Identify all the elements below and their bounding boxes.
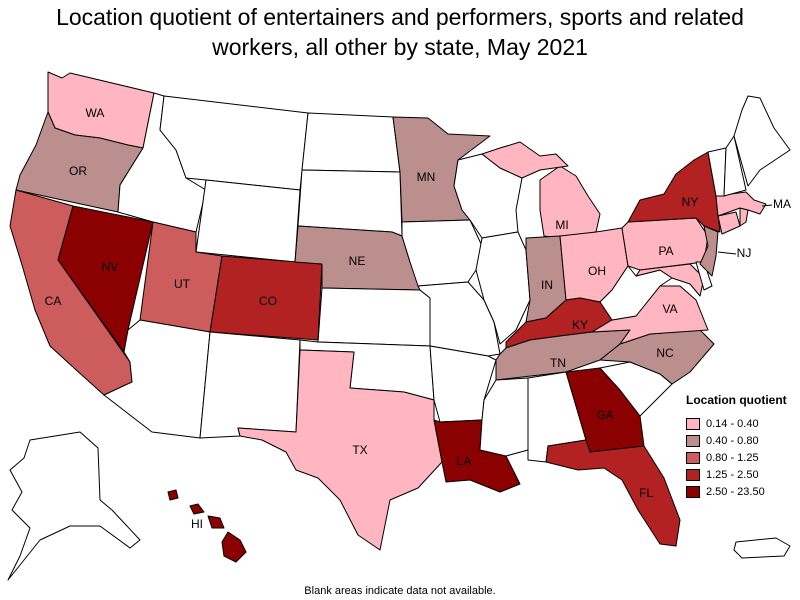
label-FL: FL <box>639 486 653 500</box>
label-KY: KY <box>572 318 588 332</box>
map-title-line-2: workers, all other by state, May 2021 <box>212 34 588 60</box>
legend: Location quotient 0.14 - 0.40 0.40 - 0.8… <box>686 393 798 500</box>
state-RI[interactable] <box>739 207 749 227</box>
legend-item-0: 0.14 - 0.40 <box>686 415 798 432</box>
state-MA[interactable] <box>715 191 767 217</box>
label-NY: NY <box>682 195 699 209</box>
state-HI-oahu[interactable] <box>189 503 205 515</box>
state-HI-maui[interactable] <box>207 515 225 529</box>
legend-swatch-0 <box>686 417 700 430</box>
state-ME[interactable] <box>733 95 791 187</box>
legend-swatch-4 <box>686 485 700 498</box>
legend-swatch-1 <box>686 434 700 447</box>
state-TX[interactable] <box>237 349 443 551</box>
state-ND[interactable] <box>301 112 401 173</box>
map-title-line-1: Location quotient of entertainers and pe… <box>56 4 744 30</box>
label-MA: MA <box>773 197 791 211</box>
map-title: Location quotient of entertainers and pe… <box>0 2 800 62</box>
state-NH[interactable] <box>723 135 747 197</box>
legend-label-4: 2.50 - 23.50 <box>706 485 765 498</box>
legend-swatch-2 <box>686 451 700 464</box>
label-TX: TX <box>352 443 367 457</box>
leader-NJ <box>717 251 737 255</box>
label-NJ: NJ <box>737 246 752 260</box>
state-FL[interactable] <box>545 439 681 547</box>
state-WY[interactable] <box>195 179 301 263</box>
state-MI-upper[interactable] <box>481 141 569 179</box>
state-AK[interactable] <box>7 431 141 581</box>
state-MD[interactable] <box>635 263 705 297</box>
label-CO: CO <box>259 294 277 308</box>
state-MO[interactable] <box>417 281 501 357</box>
label-NC: NC <box>656 346 674 360</box>
label-LA: LA <box>457 454 472 468</box>
label-UT: UT <box>174 277 191 291</box>
state-HI-main[interactable] <box>221 531 247 563</box>
label-HI: HI <box>191 517 203 531</box>
label-IN: IN <box>541 278 553 292</box>
label-VA: VA <box>662 302 677 316</box>
label-MI: MI <box>555 218 568 232</box>
label-NE: NE <box>349 254 366 268</box>
state-MI[interactable] <box>539 165 601 239</box>
legend-item-4: 2.50 - 23.50 <box>686 483 798 500</box>
legend-label-2: 0.80 - 1.25 <box>706 451 759 464</box>
footnote: Blank areas indicate data not available. <box>304 585 496 597</box>
state-HI-kauai[interactable] <box>167 489 179 501</box>
label-PA: PA <box>658 244 673 258</box>
legend-label-1: 0.40 - 0.80 <box>706 434 759 447</box>
state-WV[interactable] <box>599 265 673 321</box>
label-NV: NV <box>102 260 119 274</box>
legend-title: Location quotient <box>686 393 787 407</box>
legend-label-3: 1.25 - 2.50 <box>706 468 759 481</box>
label-TN: TN <box>550 356 566 370</box>
label-CA: CA <box>45 294 62 308</box>
legend-swatch-3 <box>686 468 700 481</box>
label-WA: WA <box>86 106 105 120</box>
state-NM[interactable] <box>199 331 301 439</box>
label-MN: MN <box>417 170 436 184</box>
label-OR: OR <box>69 164 87 178</box>
state-KS[interactable] <box>317 287 431 347</box>
leader-MA <box>761 204 773 207</box>
state-NJ[interactable] <box>699 225 719 277</box>
state-SD[interactable] <box>297 169 403 237</box>
state-IL[interactable] <box>475 231 531 345</box>
legend-label-0: 0.14 - 0.40 <box>706 417 759 430</box>
label-GA: GA <box>596 408 613 422</box>
label-OH: OH <box>588 264 606 278</box>
territory-PR[interactable] <box>733 537 791 559</box>
legend-item-1: 0.40 - 0.80 <box>686 432 798 449</box>
legend-item-3: 1.25 - 2.50 <box>686 466 798 483</box>
legend-item-2: 0.80 - 1.25 <box>686 449 798 466</box>
